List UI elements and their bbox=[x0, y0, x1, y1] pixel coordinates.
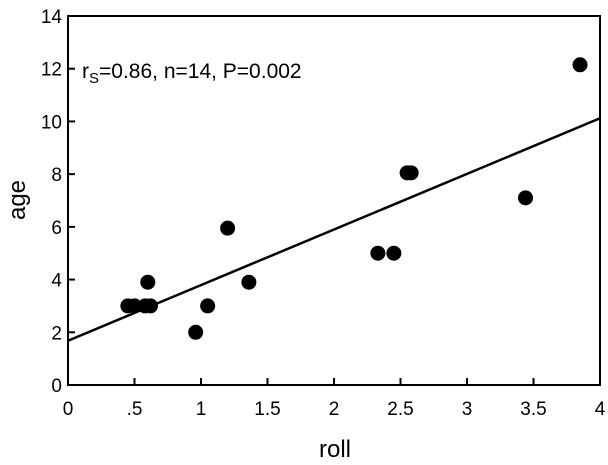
x-tick-label: 3 bbox=[462, 399, 473, 420]
x-axis-ticks: 0 .5 1 1.5 2 2.5 3 3.5 4 bbox=[63, 378, 606, 420]
y-tick-label: 4 bbox=[51, 271, 62, 292]
y-tick-label: 14 bbox=[41, 7, 63, 28]
data-point bbox=[220, 220, 236, 236]
y-tick-label: 10 bbox=[41, 112, 62, 133]
data-point bbox=[572, 57, 588, 73]
x-tick-label: 2.5 bbox=[387, 399, 413, 420]
data-points bbox=[120, 57, 588, 340]
annotation-r: r bbox=[82, 60, 89, 83]
annotation-stats: =0.86, n=14, P=0.002 bbox=[99, 60, 302, 83]
x-tick-label: 0 bbox=[63, 399, 74, 420]
y-tick-label: 6 bbox=[51, 218, 62, 239]
data-point bbox=[370, 245, 386, 261]
x-tick-label: 1.5 bbox=[254, 399, 280, 420]
data-point bbox=[188, 324, 204, 340]
x-tick-label: 4 bbox=[595, 399, 606, 420]
y-axis-title: age bbox=[4, 180, 31, 220]
x-axis-title: roll bbox=[319, 436, 351, 463]
x-tick-label: 2 bbox=[329, 399, 340, 420]
data-point bbox=[403, 165, 419, 181]
data-point bbox=[200, 298, 216, 314]
y-tick-label: 2 bbox=[51, 323, 62, 344]
data-point bbox=[142, 298, 158, 314]
data-point bbox=[127, 298, 142, 314]
x-tick-label: 3.5 bbox=[520, 399, 546, 420]
y-axis-ticks: 0 2 4 6 8 10 12 14 bbox=[41, 7, 75, 397]
y-tick-label: 8 bbox=[51, 165, 62, 186]
annotation-subscript: S bbox=[89, 70, 99, 87]
y-tick-label: 0 bbox=[51, 376, 62, 397]
x-tick-label: .5 bbox=[127, 399, 143, 420]
y-tick-label: 12 bbox=[41, 60, 62, 81]
data-point bbox=[386, 245, 402, 261]
statistics-annotation: rS=0.86, n=14, P=0.002 bbox=[82, 60, 302, 87]
x-tick-label: 1 bbox=[196, 399, 207, 420]
data-point bbox=[241, 274, 257, 290]
data-point bbox=[140, 274, 156, 290]
data-point bbox=[518, 190, 534, 206]
